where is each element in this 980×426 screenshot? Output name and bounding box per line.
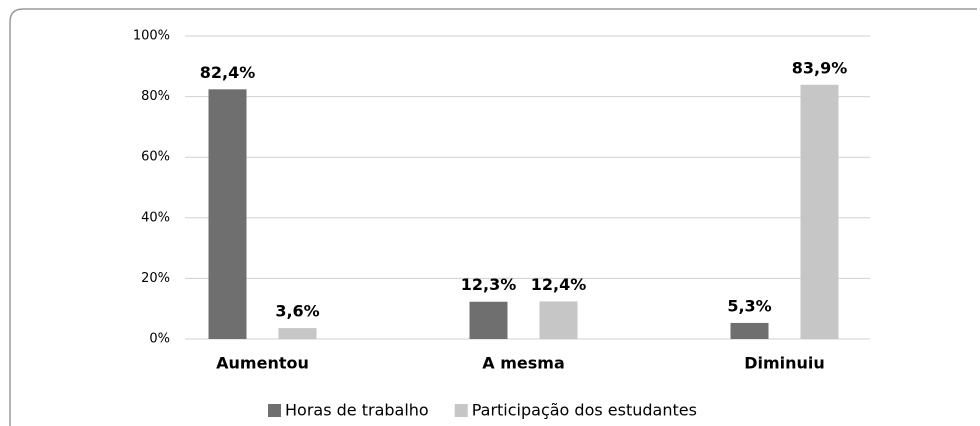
y-tick-label: 60% (141, 150, 170, 165)
bar (278, 328, 317, 339)
y-tick-label: 100% (133, 29, 170, 44)
value-label: 82,4% (200, 63, 256, 82)
bar (800, 84, 839, 340)
legend-label: Participação dos estudantes (472, 401, 697, 420)
value-label: 3,6% (275, 302, 319, 321)
bar (208, 89, 247, 339)
bar (469, 301, 508, 339)
value-label: 12,3% (461, 275, 517, 294)
frame (9, 8, 977, 426)
value-label: 5,3% (727, 296, 771, 315)
bar (730, 322, 769, 339)
legend-swatch (268, 404, 281, 417)
legend-swatch (454, 404, 468, 417)
x-tick-label: A mesma (482, 354, 564, 373)
y-tick-label: 80% (141, 89, 170, 104)
x-tick-label: Aumentou (216, 354, 309, 373)
y-tick-label: 40% (141, 210, 170, 225)
y-tick-label: 0% (149, 332, 170, 347)
y-tick-label: 20% (141, 271, 170, 286)
bar (539, 301, 578, 339)
x-tick-label: Diminuiu (744, 354, 825, 373)
legend-label: Horas de trabalho (285, 401, 429, 420)
value-label: 83,9% (792, 58, 848, 77)
value-label: 12,4% (531, 275, 587, 294)
